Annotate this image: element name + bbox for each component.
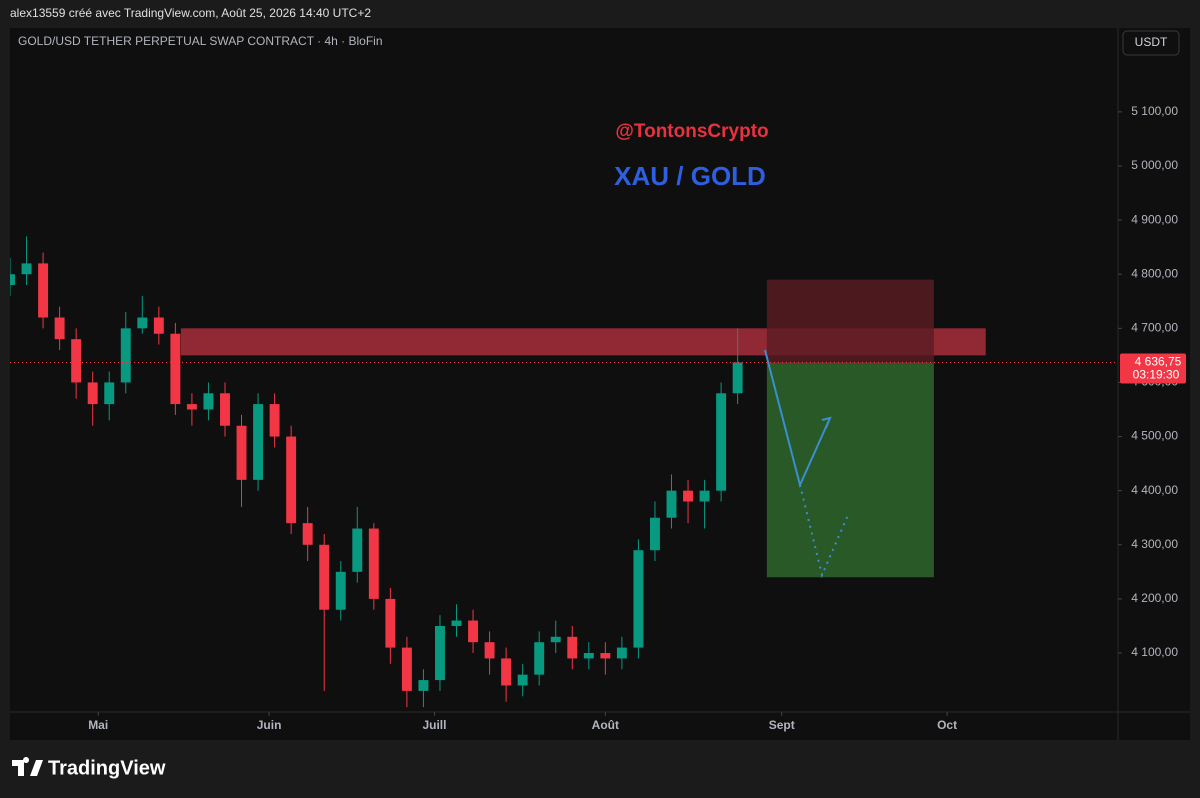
candle-body bbox=[335, 571, 346, 610]
logo-text: TradingView bbox=[48, 757, 166, 779]
zone bbox=[766, 279, 934, 363]
candle-body bbox=[716, 393, 727, 491]
candle-body bbox=[203, 393, 214, 410]
candle-body bbox=[220, 393, 230, 426]
candle-body bbox=[517, 674, 528, 686]
candle-body bbox=[501, 658, 512, 686]
candle-body bbox=[418, 680, 429, 691]
candle-body bbox=[435, 625, 445, 681]
arrow-head bbox=[821, 416, 832, 429]
countdown: 03:19:30 bbox=[1133, 368, 1180, 382]
candle-body bbox=[286, 436, 297, 524]
candle-body bbox=[38, 263, 49, 318]
candle-body bbox=[302, 523, 313, 545]
x-tick-label: Juin bbox=[257, 718, 282, 732]
candle-body bbox=[616, 647, 627, 659]
candle-body bbox=[468, 620, 479, 643]
candle-body bbox=[368, 528, 379, 599]
candle-body bbox=[633, 550, 644, 648]
x-tick-label: Juill bbox=[422, 718, 446, 732]
candle-body bbox=[54, 317, 65, 340]
candle-body bbox=[137, 317, 148, 329]
candle-body bbox=[567, 636, 578, 659]
x-tick-label: Août bbox=[592, 718, 619, 732]
zone bbox=[766, 362, 934, 578]
candle-body bbox=[352, 528, 363, 572]
y-tick-label: 4 400,00 bbox=[1131, 483, 1178, 497]
candle-body bbox=[401, 647, 412, 691]
currency-button[interactable] bbox=[1122, 30, 1180, 56]
x-tick-label: Sept bbox=[769, 718, 795, 732]
candle-body bbox=[385, 598, 396, 648]
logo-icon bbox=[12, 757, 43, 776]
candle-body bbox=[451, 620, 462, 626]
candle-body bbox=[153, 317, 164, 334]
last-price-tag bbox=[1120, 353, 1186, 384]
candle-body bbox=[319, 544, 330, 610]
candle-body bbox=[534, 642, 545, 675]
candle-body bbox=[186, 404, 197, 410]
y-tick-label: 4 800,00 bbox=[1131, 266, 1178, 280]
candle-body bbox=[600, 653, 611, 659]
y-tick-label: 4 900,00 bbox=[1131, 212, 1178, 226]
candle-body bbox=[170, 333, 181, 405]
candle-body bbox=[236, 425, 247, 480]
y-tick-label: 4 200,00 bbox=[1131, 591, 1178, 605]
y-tick-label: 4 300,00 bbox=[1131, 537, 1178, 551]
candle-body bbox=[699, 490, 710, 502]
candle-body bbox=[21, 263, 32, 275]
candle-body bbox=[583, 653, 594, 659]
last-price-label: 4 636,75 bbox=[1135, 355, 1182, 369]
currency-label: USDT bbox=[1135, 35, 1168, 49]
projection-dotted bbox=[799, 484, 849, 579]
candle-body bbox=[666, 490, 677, 518]
candle-body bbox=[550, 636, 561, 643]
candle-body bbox=[104, 382, 115, 405]
y-tick-label: 4 500,00 bbox=[1131, 429, 1178, 443]
candle-body bbox=[683, 490, 693, 502]
candle-body bbox=[732, 362, 743, 394]
candle-body bbox=[269, 404, 280, 437]
candle-body bbox=[649, 517, 660, 551]
candle-body bbox=[71, 339, 82, 383]
chart-panel bbox=[10, 28, 1190, 740]
symbol-title: GOLD/USD TETHER PERPETUAL SWAP CONTRACT … bbox=[18, 34, 383, 48]
plot bbox=[10, 236, 1118, 708]
candle-body bbox=[253, 404, 264, 480]
y-tick-label: 5 100,00 bbox=[1131, 104, 1178, 118]
candle-body bbox=[484, 642, 495, 659]
annotation: XAU / GOLD bbox=[614, 161, 766, 191]
annotation: @TontonsCrypto bbox=[615, 121, 768, 142]
candle-body bbox=[87, 382, 98, 405]
tradingview-logo: TradingView bbox=[12, 757, 166, 779]
x-tick-label: Mai bbox=[88, 718, 108, 732]
y-tick-label: 4 100,00 bbox=[1131, 645, 1178, 659]
y-tick-label: 4 700,00 bbox=[1131, 321, 1178, 335]
header-text: alex13559 créé avec TradingView.com, Aoû… bbox=[10, 6, 371, 20]
candle-body bbox=[10, 274, 15, 286]
candle-body bbox=[120, 328, 131, 383]
y-tick-label: 5 000,00 bbox=[1131, 158, 1178, 172]
x-tick-label: Oct bbox=[937, 718, 957, 732]
